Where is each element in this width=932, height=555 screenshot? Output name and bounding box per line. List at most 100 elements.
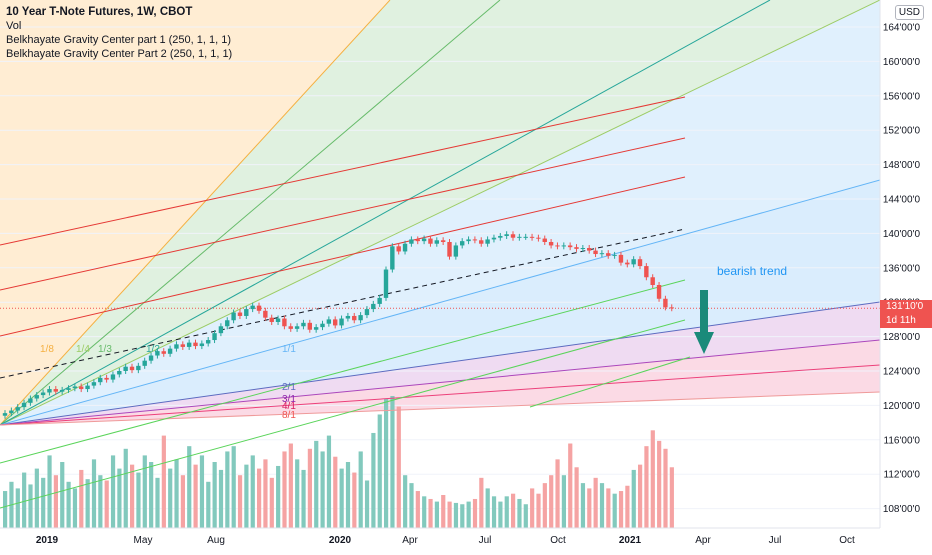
- candle-body: [72, 386, 78, 389]
- volume-bar: [580, 483, 586, 528]
- chart-legend: 10 Year T-Note Futures, 1W, CBOT Vol Bel…: [6, 5, 232, 61]
- candle-body: [656, 285, 662, 299]
- legend-volume: Vol: [6, 20, 22, 32]
- candle-body: [263, 310, 268, 318]
- candle-body: [485, 239, 490, 244]
- x-tick-label: Oct: [839, 535, 855, 546]
- y-tick-label: 120'00'0: [883, 401, 921, 412]
- arrow-head: [694, 332, 714, 354]
- candle-body: [167, 348, 173, 354]
- y-tick-label: 164'00'0: [883, 23, 921, 34]
- volume-bar: [301, 469, 306, 528]
- channel-line: [0, 96, 686, 246]
- volume-bar: [599, 483, 605, 528]
- candle-body: [320, 323, 325, 328]
- candle-body: [91, 382, 97, 386]
- volume-bar: [161, 435, 166, 528]
- volume-bar: [117, 468, 122, 528]
- currency-button[interactable]: USD: [894, 5, 924, 20]
- candle-body: [650, 277, 655, 285]
- y-tick-label: 108'00'0: [883, 504, 921, 515]
- volume-bar: [326, 435, 332, 528]
- volume-bar: [130, 464, 135, 528]
- volume-bar: [593, 477, 598, 528]
- y-tick-label: 160'00'0: [883, 57, 921, 68]
- volume-bar: [631, 469, 636, 528]
- candle-body: [587, 248, 592, 251]
- fan-line-4-1: [0, 364, 880, 426]
- candle-body: [174, 344, 179, 349]
- candle-body: [307, 322, 312, 330]
- volume-bar: [276, 465, 281, 528]
- candle-body: [2, 413, 8, 416]
- x-tick-label: Apr: [695, 535, 711, 546]
- candle-body: [529, 236, 535, 238]
- volume-bar: [549, 475, 554, 528]
- candle-body: [542, 238, 547, 242]
- candle-body: [155, 351, 160, 356]
- fan-line-3-1: [0, 339, 880, 426]
- candle-body: [85, 385, 90, 390]
- volume-bar: [22, 472, 27, 528]
- y-tick-label: 116'00'0: [884, 435, 921, 446]
- volume-bar: [187, 446, 192, 528]
- volume-bar: [542, 483, 547, 528]
- x-tick-label: 2019: [36, 535, 59, 546]
- price-axis-bg: [880, 0, 932, 550]
- candle-body: [599, 253, 605, 255]
- candle-body: [47, 389, 52, 393]
- volume-bar: [428, 498, 433, 528]
- legend-title: 10 Year T-Note Futures, 1W, CBOT: [6, 6, 193, 18]
- volume-bar: [377, 414, 382, 528]
- volume-bar: [155, 477, 160, 528]
- volume-bar: [307, 448, 312, 528]
- volume-bar: [72, 488, 78, 528]
- volume-bar: [41, 477, 46, 528]
- fan-line-1-4: [0, 0, 880, 426]
- candle-body: [383, 269, 389, 298]
- candle-body: [574, 247, 579, 249]
- candle-body: [301, 322, 306, 327]
- candle-body: [593, 250, 598, 255]
- candle-body: [193, 342, 198, 347]
- volume-bar: [269, 477, 274, 528]
- candle-body: [275, 318, 281, 322]
- candle-body: [40, 392, 46, 396]
- candle-body: [345, 315, 351, 319]
- volume-bar: [257, 468, 262, 528]
- volume-bar: [206, 481, 211, 528]
- candle-body: [352, 315, 357, 321]
- candle-body: [53, 389, 58, 392]
- volume-bar: [555, 459, 560, 528]
- volume-bar: [409, 483, 414, 528]
- y-tick-label: 128'00'0: [883, 332, 921, 343]
- volume-bar: [415, 491, 420, 528]
- candle-body: [631, 259, 636, 265]
- candle-body: [218, 326, 224, 334]
- y-tick-label: 144'00'0: [883, 195, 921, 206]
- volume-bar: [180, 475, 185, 528]
- y-tick-label: 148'00'0: [883, 160, 921, 171]
- volume-bar: [295, 459, 300, 528]
- y-tick-label: 156'00'0: [883, 91, 921, 102]
- countdown-tag: 1d 11h: [880, 314, 932, 328]
- volume-bar: [142, 455, 147, 528]
- time-axis-bg: [0, 528, 932, 550]
- volume-bar: [657, 440, 662, 528]
- fan-labels: 1/8 1/4 1/3 1/2 1/1 2/13/14/18/1: [40, 344, 296, 421]
- candle-body: [123, 366, 128, 371]
- legend-indicator-1: Belkhayate Gravity Center part 1 (250, 1…: [6, 34, 232, 46]
- x-tick-label: 2020: [329, 535, 352, 546]
- candle-body: [66, 388, 71, 390]
- candle-body: [339, 318, 344, 326]
- volume-bar: [231, 446, 236, 528]
- candle-body: [269, 317, 274, 322]
- x-tick-label: Aug: [207, 535, 225, 546]
- volume-bar: [193, 464, 198, 528]
- volume-bar: [79, 469, 84, 528]
- fan-line-1-3: [0, 0, 501, 426]
- candle-body: [567, 245, 573, 248]
- x-tick-label: Jul: [769, 535, 782, 546]
